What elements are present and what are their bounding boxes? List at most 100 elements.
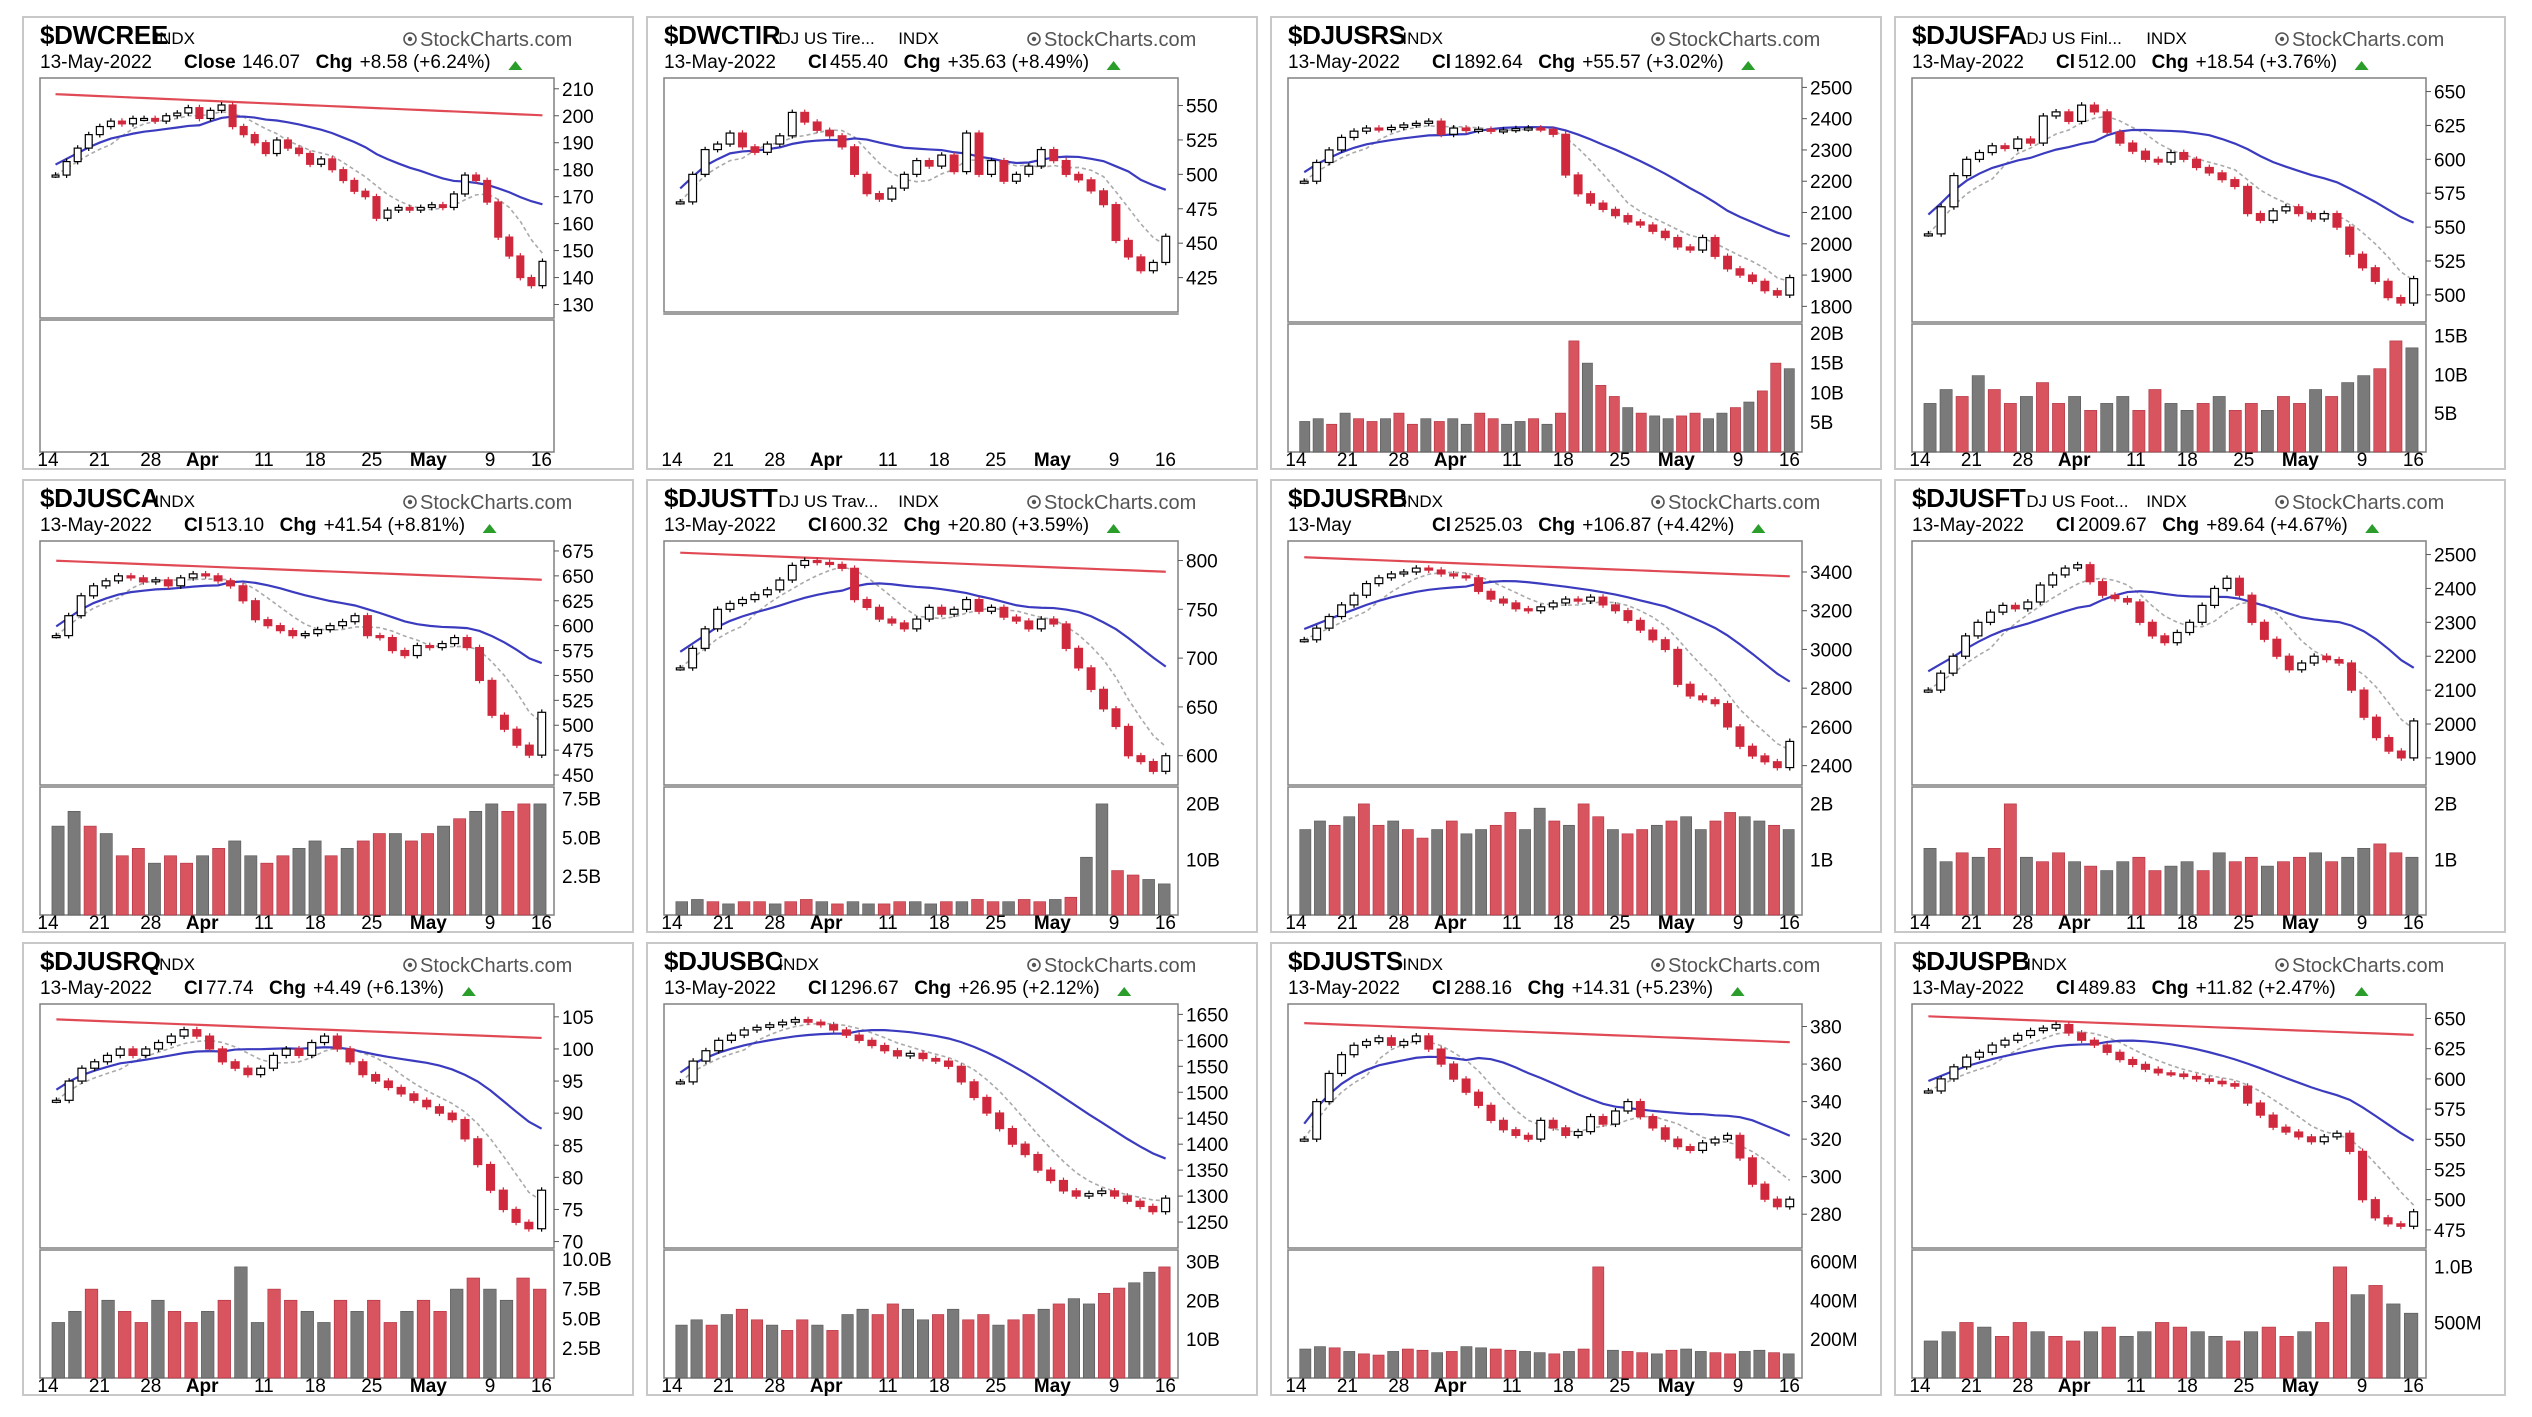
- x-tick-label: 14: [1909, 1376, 1931, 1397]
- candle-body: [1011, 616, 1021, 622]
- y-tick-label: 475: [1186, 200, 1218, 221]
- x-tick-label: 28: [2012, 1376, 2033, 1397]
- candle-body: [1362, 1040, 1371, 1046]
- candle-body: [416, 206, 425, 211]
- volume-bar: [383, 1322, 397, 1379]
- candle-body: [1498, 1119, 1508, 1131]
- x-tick-label: Apr: [810, 913, 843, 934]
- candle-body: [1020, 1143, 1030, 1156]
- candle-body: [350, 615, 360, 623]
- chart-panel[interactable]: $DJUSTT DJ US Trav... INDX StockCharts.com 1…: [646, 479, 1258, 934]
- volume-bar: [2196, 870, 2210, 916]
- x-tick-label: 25: [2233, 1376, 2254, 1397]
- candle-body: [2172, 631, 2182, 644]
- volume-bar: [1406, 423, 1418, 453]
- volume-bar: [1994, 1336, 2010, 1379]
- stockcharts-logo-icon: [403, 958, 417, 972]
- chart-panel[interactable]: $DWCREE INDX StockCharts.com 13-May-2022 Clo…: [22, 16, 634, 471]
- volume-tick-label: 10B: [1810, 383, 1844, 404]
- series-name: DJ US Foot...: [2026, 492, 2128, 511]
- volume-bar: [815, 901, 829, 916]
- volume-bar: [1460, 423, 1472, 453]
- chart-panel[interactable]: $DJUSBC INDX StockCharts.com 13-May-2022 Cl 1…: [646, 942, 1258, 1397]
- candle-body: [512, 728, 522, 746]
- date-label: 13-May: [1288, 515, 1352, 536]
- stockcharts-logo-icon: [1027, 32, 1041, 46]
- candle-body: [2222, 577, 2232, 590]
- y-tick-label: 105: [562, 1008, 594, 1029]
- volume-bar: [99, 833, 113, 916]
- candle-body: [538, 260, 547, 287]
- ma-long-line: [1927, 590, 2415, 673]
- x-tick-label: 11: [878, 450, 898, 471]
- x-tick-label: 18: [2177, 1376, 2198, 1397]
- volume-bar: [1939, 389, 1953, 453]
- ma-long-line: [1927, 128, 2415, 224]
- candle-body: [1936, 1078, 1946, 1092]
- chart-panel[interactable]: $DJUSCA INDX StockCharts.com 13-May-2022 Cl 5…: [22, 479, 634, 934]
- chart-panel[interactable]: $DJUSTS INDX StockCharts.com 13-May-2022 Cl 2…: [1270, 942, 1882, 1397]
- candle-body: [1036, 618, 1046, 630]
- candle-body: [2098, 581, 2107, 596]
- candle-body: [499, 714, 509, 730]
- volume-bar: [1052, 1303, 1065, 1379]
- chart-panel[interactable]: $DJUSRS INDX StockCharts.com 13-May-2022 Cl 1…: [1270, 16, 1882, 471]
- candle-body: [1723, 703, 1732, 728]
- candle-body: [1074, 173, 1084, 181]
- stockcharts-logo-dot: [407, 36, 413, 42]
- candle-body: [787, 564, 797, 581]
- chart-panel[interactable]: $DJUSFT DJ US Foot... INDX StockCharts.com 1…: [1894, 479, 2506, 934]
- y-tick-label: 750: [1186, 600, 1218, 621]
- candle-body: [2370, 267, 2380, 282]
- chart-panel[interactable]: $DJUSRQ INDX StockCharts.com 13-May-2022 Cl 7…: [22, 942, 634, 1397]
- volume-bar: [2332, 1266, 2348, 1379]
- candle-body: [1362, 127, 1371, 132]
- chg-label: Chg: [2152, 978, 2189, 999]
- candle-body: [243, 1067, 253, 1076]
- candle-body: [176, 577, 186, 587]
- candle-body: [995, 1112, 1005, 1130]
- x-tick-label: 21: [1337, 913, 1358, 934]
- y-tick-label: 3400: [1810, 563, 1852, 584]
- volume-bar: [2357, 848, 2371, 916]
- volume-bar: [750, 1319, 764, 1379]
- candle-body: [2077, 1032, 2087, 1041]
- candle-body: [1772, 290, 1782, 296]
- volume-bar: [1380, 418, 1391, 453]
- volume-bar: [1445, 1351, 1458, 1379]
- candle-body: [201, 573, 211, 577]
- volume-bar: [800, 899, 813, 916]
- stockcharts-logo-dot: [1655, 962, 1661, 968]
- y-tick-label: 170: [562, 188, 594, 209]
- volume-bar: [1445, 820, 1458, 916]
- candle-body: [867, 1039, 877, 1047]
- series-name: DJ US Finl...: [2026, 29, 2121, 48]
- x-tick-label: 9: [2357, 1376, 2368, 1397]
- volume-tick-label: 15B: [1810, 354, 1844, 375]
- volume-bar: [167, 1311, 182, 1379]
- volume-bar: [2404, 1312, 2419, 1379]
- candle-body: [1097, 1190, 1107, 1195]
- chart-panel[interactable]: $DJUSFA DJ US Finl... INDX StockCharts.com 1…: [1894, 16, 2506, 471]
- volume-bar: [916, 1319, 930, 1379]
- candle-body: [1058, 1179, 1069, 1192]
- candle-body: [2268, 210, 2278, 221]
- chart-panel[interactable]: $DJUSRB INDX StockCharts.com 13-May Cl 2525.0…: [1270, 479, 1882, 934]
- candle-body: [2306, 1136, 2317, 1143]
- candle-body: [790, 1018, 800, 1023]
- volume-bar: [2052, 403, 2065, 453]
- volume-bar: [675, 901, 688, 916]
- volume-bar: [2155, 1322, 2170, 1379]
- candle-body: [1084, 1192, 1094, 1197]
- chart-panel[interactable]: $DWCTIR DJ US Tire... INDX StockCharts.com 1…: [646, 16, 1258, 471]
- volume-bar: [1753, 1349, 1766, 1379]
- date-label: 13-May-2022: [40, 52, 152, 73]
- x-tick-label: 9: [1733, 1376, 1744, 1397]
- chart-panel[interactable]: $DJUSPB INDX StockCharts.com 13-May-2022 Cl 4…: [1894, 942, 2506, 1397]
- exchange-label: INDX: [2026, 955, 2067, 974]
- candle-body: [2191, 158, 2202, 169]
- candle-body: [1349, 1044, 1359, 1056]
- volume-bar: [2277, 861, 2290, 916]
- candle-body: [228, 104, 237, 128]
- candle-body: [829, 1024, 839, 1031]
